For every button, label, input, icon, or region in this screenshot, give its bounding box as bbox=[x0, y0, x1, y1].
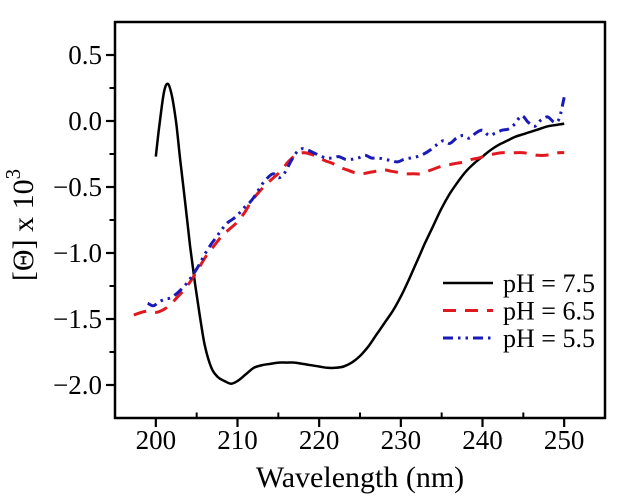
y-tick-label: −2.0 bbox=[53, 370, 102, 400]
legend-label: pH = 7.5 bbox=[503, 269, 595, 298]
y-axis-title-superscript: 3 bbox=[1, 169, 25, 180]
plot-frame bbox=[113, 20, 607, 420]
x-tick-label: 230 bbox=[381, 425, 422, 455]
legend-label: pH = 6.5 bbox=[503, 297, 595, 326]
y-tick-label: −1.0 bbox=[53, 238, 102, 268]
x-tick-label: 200 bbox=[136, 425, 177, 455]
x-axis-title: Wavelength (nm) bbox=[256, 461, 464, 494]
series-ph-7-5 bbox=[154, 82, 565, 385]
plot-area: 200 210 220 230 240 250 0.5 0.0 −0.5 −1.0 −1.5 −2.0… bbox=[53, 20, 607, 455]
series-ph-6-5 bbox=[133, 151, 565, 317]
y-tick-label: 0.5 bbox=[68, 40, 102, 70]
y-tick-label: 0.0 bbox=[68, 106, 102, 136]
y-tick-label: −0.5 bbox=[53, 172, 102, 202]
x-tick-label: 250 bbox=[544, 425, 585, 455]
x-tick-label: 210 bbox=[217, 425, 258, 455]
y-tick-label: −1.5 bbox=[53, 304, 102, 334]
x-tick-label: 220 bbox=[299, 425, 340, 455]
legend-label: pH = 5.5 bbox=[503, 324, 595, 353]
series-ph-5-5 bbox=[146, 96, 566, 308]
x-tick-label: 240 bbox=[462, 425, 503, 455]
y-axis-title: [Θ] x 103 bbox=[1, 169, 40, 281]
